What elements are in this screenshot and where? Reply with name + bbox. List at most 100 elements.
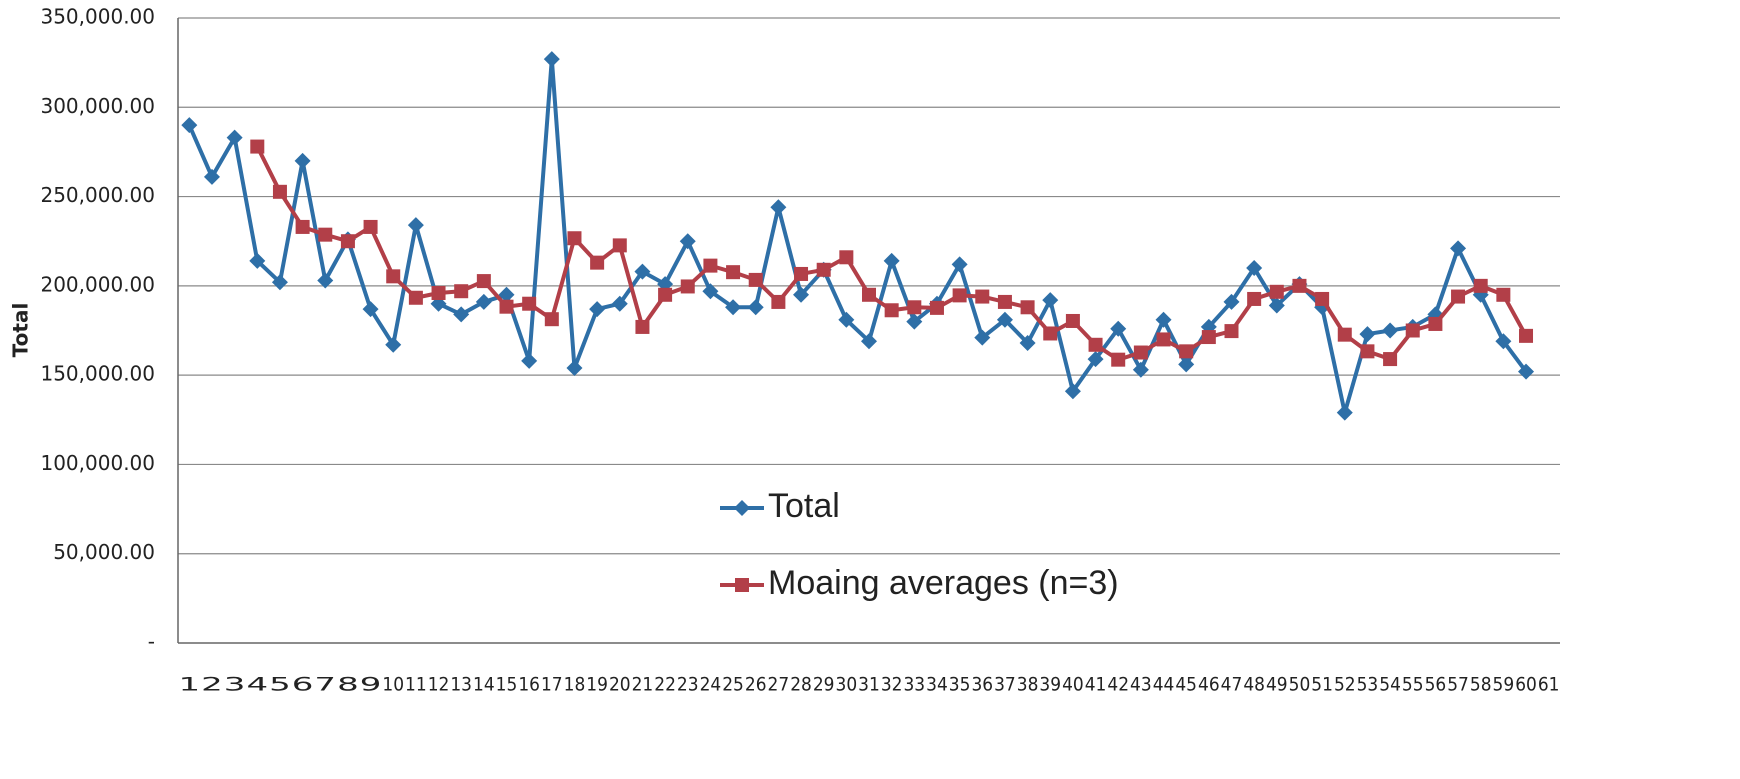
x-tick-label: 32 bbox=[881, 674, 903, 696]
data-point bbox=[1155, 311, 1172, 328]
x-tick-label: 18 bbox=[564, 674, 586, 696]
x-tick-label: 20 bbox=[609, 674, 631, 696]
x-tick-label: 4 bbox=[246, 674, 268, 696]
data-point bbox=[906, 313, 923, 330]
x-tick-label: 59 bbox=[1493, 674, 1515, 696]
x-tick-label: 6 bbox=[292, 674, 314, 696]
data-point bbox=[386, 269, 401, 284]
x-tick-label: 9 bbox=[360, 674, 382, 696]
x-tick-label: 3 bbox=[224, 674, 246, 696]
x-tick-label: 22 bbox=[654, 674, 676, 696]
data-point bbox=[747, 299, 764, 316]
data-point bbox=[703, 258, 718, 273]
x-tick-label: 2 bbox=[201, 674, 223, 696]
data-point bbox=[611, 295, 628, 312]
x-tick-label: 30 bbox=[836, 674, 858, 696]
x-tick-label: 26 bbox=[745, 674, 767, 696]
data-point bbox=[1268, 297, 1285, 314]
data-point bbox=[974, 329, 991, 346]
data-point bbox=[1043, 326, 1058, 341]
data-point bbox=[1518, 363, 1535, 380]
data-point bbox=[181, 117, 198, 134]
data-point bbox=[634, 263, 651, 280]
x-tick-label: 58 bbox=[1470, 674, 1492, 696]
data-point bbox=[996, 311, 1013, 328]
x-tick-label: 17 bbox=[541, 674, 563, 696]
data-point bbox=[1359, 326, 1376, 343]
data-point bbox=[975, 289, 990, 304]
x-tick-label: 16 bbox=[518, 674, 540, 696]
data-point bbox=[861, 333, 877, 350]
data-point bbox=[816, 262, 831, 277]
data-point bbox=[499, 299, 514, 314]
data-point bbox=[317, 272, 334, 289]
x-tick-label: 14 bbox=[473, 674, 495, 696]
data-point bbox=[1111, 352, 1126, 367]
x-tick-label: 56 bbox=[1425, 674, 1447, 696]
data-point bbox=[475, 293, 492, 310]
x-tick-label: 11 bbox=[405, 674, 427, 696]
x-tick-label: 13 bbox=[450, 674, 472, 696]
data-point bbox=[1065, 313, 1080, 328]
data-point bbox=[883, 252, 900, 269]
x-tick-label: 1 bbox=[179, 674, 201, 696]
data-point bbox=[340, 234, 355, 249]
x-tick-label: 57 bbox=[1447, 674, 1469, 696]
x-tick-label: 15 bbox=[496, 674, 518, 696]
data-point bbox=[1246, 260, 1263, 276]
data-point bbox=[476, 274, 491, 289]
data-point bbox=[295, 219, 310, 234]
x-tick-label: 28 bbox=[790, 674, 812, 696]
x-tick-label: 46 bbox=[1198, 674, 1220, 696]
x-tick-label: 29 bbox=[813, 674, 835, 696]
x-tick-label: 43 bbox=[1130, 674, 1152, 696]
data-point bbox=[1110, 320, 1127, 337]
y-tick-label: 250,000.00 bbox=[40, 183, 155, 207]
data-point bbox=[1201, 330, 1216, 345]
data-point bbox=[1405, 323, 1420, 338]
data-point bbox=[1247, 291, 1262, 306]
data-point bbox=[679, 233, 696, 250]
data-point bbox=[271, 274, 288, 291]
data-point bbox=[1042, 292, 1059, 309]
y-axis-label: Total bbox=[9, 303, 33, 358]
x-tick-label: 12 bbox=[428, 674, 450, 696]
data-point bbox=[589, 301, 606, 318]
data-point bbox=[1428, 316, 1443, 331]
data-point bbox=[454, 284, 469, 299]
data-point bbox=[726, 265, 741, 280]
data-point bbox=[951, 256, 968, 273]
data-point bbox=[907, 300, 922, 315]
x-tick-label: 23 bbox=[677, 674, 699, 696]
x-tick-label: 27 bbox=[768, 674, 790, 696]
x-tick-label: 10 bbox=[382, 674, 404, 696]
data-point bbox=[1336, 404, 1353, 421]
x-tick-label: 38 bbox=[1017, 674, 1039, 696]
data-point bbox=[658, 287, 673, 302]
data-point bbox=[431, 286, 446, 300]
data-point bbox=[680, 279, 695, 294]
x-tick-label: 42 bbox=[1107, 674, 1129, 696]
x-tick-label: 34 bbox=[926, 674, 948, 696]
data-point bbox=[567, 231, 582, 246]
x-tick-label: 54 bbox=[1379, 674, 1401, 696]
data-point bbox=[725, 299, 742, 316]
data-point bbox=[770, 199, 787, 216]
data-point bbox=[838, 311, 855, 328]
data-point bbox=[543, 51, 560, 68]
data-point bbox=[203, 168, 220, 185]
x-tick-label: 61 bbox=[1538, 674, 1560, 696]
data-point bbox=[1224, 324, 1239, 339]
data-point bbox=[544, 312, 559, 327]
data-point bbox=[1178, 356, 1195, 373]
data-point bbox=[1292, 278, 1307, 293]
x-tick-label: 40 bbox=[1062, 674, 1084, 696]
data-point bbox=[1132, 361, 1149, 378]
x-tick-label: 31 bbox=[858, 674, 880, 696]
y-tick-label: - bbox=[148, 630, 155, 654]
data-point bbox=[952, 288, 967, 303]
data-point bbox=[250, 139, 265, 154]
data-point bbox=[566, 360, 583, 376]
x-tick-label: 24 bbox=[700, 674, 722, 696]
